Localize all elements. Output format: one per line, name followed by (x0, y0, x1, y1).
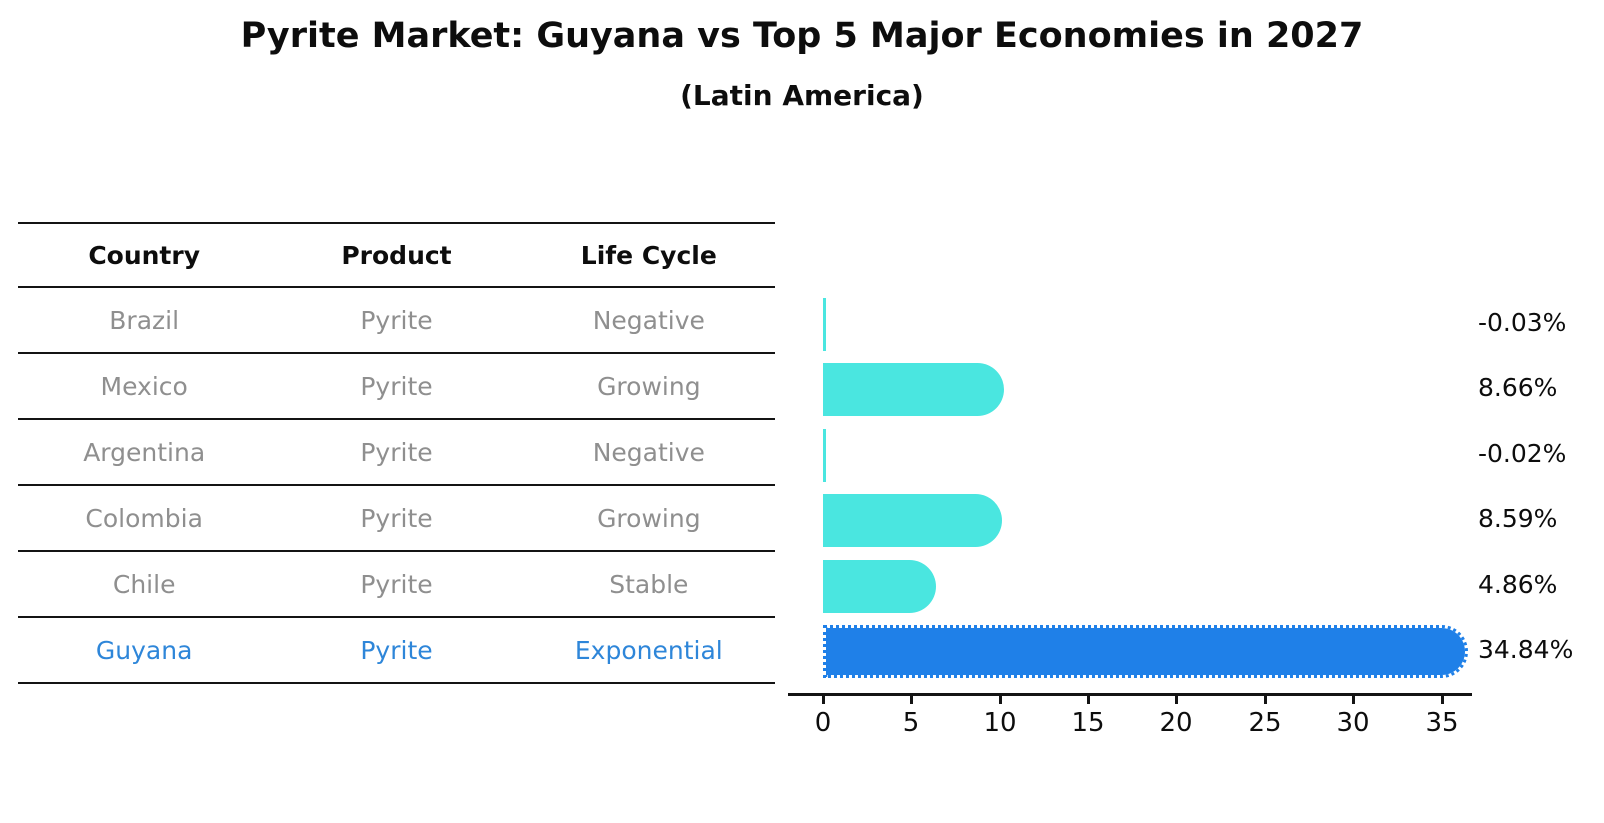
x-axis-tick (1175, 695, 1178, 704)
column-header-product: Product (341, 240, 452, 270)
column-header-lifecycle: Life Cycle (580, 240, 717, 270)
cell-country: Guyana (95, 635, 193, 665)
cell-lifecycle: Growing (597, 503, 701, 533)
cell-product: Pyrite (360, 371, 433, 401)
cell-product: Pyrite (360, 503, 433, 533)
cell-product: Pyrite (360, 305, 433, 335)
x-axis-tick (1441, 695, 1444, 704)
table-row: Colombia Pyrite Growing (18, 486, 775, 552)
cell-lifecycle: Exponential (574, 635, 723, 665)
bar-value-label: -0.03% (1478, 308, 1567, 337)
x-axis-tick (1087, 695, 1090, 704)
cell-lifecycle: Negative (592, 437, 705, 467)
x-axis-tick (1352, 695, 1355, 704)
bar-brazil (823, 297, 826, 351)
cell-country: Argentina (83, 437, 206, 467)
x-axis-tick-label: 30 (1336, 708, 1370, 738)
x-axis-tick (999, 695, 1002, 704)
bar-value-label: -0.02% (1478, 439, 1567, 468)
table-row: Mexico Pyrite Growing (18, 354, 775, 420)
chart-title: Pyrite Market: Guyana vs Top 5 Major Eco… (240, 16, 1364, 56)
bar-value-label: 8.59% (1478, 504, 1558, 533)
bar-colombia (823, 493, 1002, 547)
bar-value-label: 8.66% (1478, 373, 1558, 402)
table-row-guyana-highlighted: Guyana Pyrite Exponential (18, 618, 775, 684)
bar-guyana-highlighted (823, 624, 1468, 678)
x-axis-tick-label: 0 (814, 708, 832, 738)
cell-country: Colombia (85, 503, 203, 533)
x-axis-tick (1264, 695, 1267, 704)
chart-subtitle: (Latin America) (680, 79, 924, 112)
x-axis-tick-label: 35 (1425, 708, 1459, 738)
x-axis-tick-label: 20 (1159, 708, 1193, 738)
table-row: Brazil Pyrite Negative (18, 288, 775, 354)
cell-lifecycle: Negative (592, 305, 705, 335)
cell-lifecycle: Growing (597, 371, 701, 401)
x-axis-tick-label: 10 (983, 708, 1017, 738)
cell-lifecycle: Stable (609, 569, 689, 599)
cell-country: Brazil (109, 305, 180, 335)
x-axis-tick (822, 695, 825, 704)
x-axis-tick-label: 5 (902, 708, 920, 738)
table-header-row: Country Product Life Cycle (18, 222, 775, 288)
bar-chart: -0.03% 8.66% -0.02% 8.59% 4.86% 34.84% 0… (780, 285, 1604, 785)
column-header-country: Country (88, 240, 201, 270)
table-row: Argentina Pyrite Negative (18, 420, 775, 486)
bar-mexico (823, 362, 1004, 416)
bar-value-label: 34.84% (1478, 635, 1574, 664)
cell-product: Pyrite (360, 437, 433, 467)
x-axis-tick (910, 695, 913, 704)
cell-country: Chile (112, 569, 176, 599)
bar-value-label: 4.86% (1478, 570, 1558, 599)
bar-chile (823, 559, 936, 613)
table-row: Chile Pyrite Stable (18, 552, 775, 618)
country-table: Country Product Life Cycle Brazil Pyrite… (18, 222, 775, 684)
cell-product: Pyrite (360, 569, 433, 599)
x-axis-tick-label: 25 (1248, 708, 1282, 738)
bar-argentina (823, 428, 826, 482)
cell-product: Pyrite (360, 635, 433, 665)
x-axis-line (788, 693, 1472, 696)
cell-country: Mexico (100, 371, 188, 401)
x-axis-tick-label: 15 (1071, 708, 1105, 738)
